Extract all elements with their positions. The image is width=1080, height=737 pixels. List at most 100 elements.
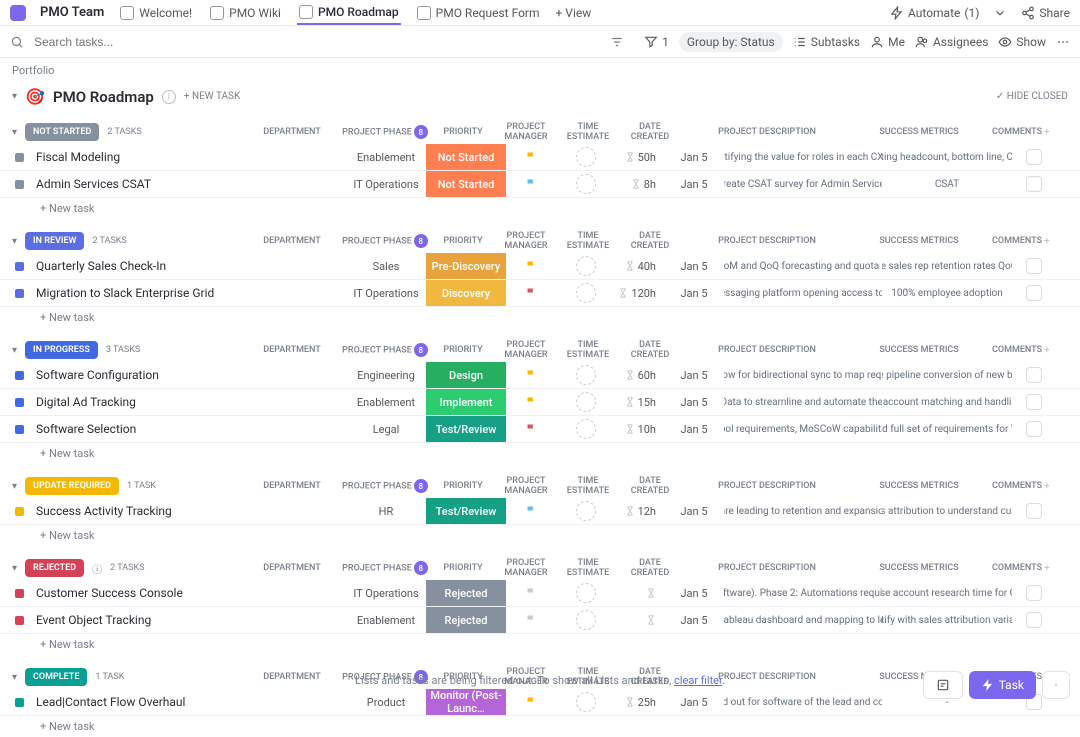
status-dot[interactable]	[15, 507, 24, 516]
task-name[interactable]: Success Activity Tracking	[30, 504, 346, 518]
comments-cell[interactable]	[1012, 416, 1056, 442]
column-header[interactable]: COMMENTS	[992, 563, 1036, 573]
priority-cell[interactable]	[506, 253, 556, 279]
comments-cell[interactable]	[1012, 580, 1056, 606]
task-name[interactable]: Software Selection	[30, 422, 346, 436]
float-apps-button[interactable]	[1042, 671, 1070, 699]
new-task-button[interactable]: + New task	[0, 443, 1080, 464]
task-row[interactable]: Event Object TrackingEnablementRejectedJ…	[0, 607, 1080, 634]
task-name[interactable]: Fiscal Modeling	[30, 150, 346, 164]
task-name[interactable]: Customer Success Console	[30, 586, 346, 600]
search-input[interactable]	[34, 35, 600, 49]
column-header[interactable]: TIME ESTIMATE	[564, 476, 612, 496]
column-header[interactable]: PROJECT PHASE8	[340, 234, 430, 248]
metrics-cell[interactable]: CSAT	[882, 171, 1012, 197]
estimate-cell[interactable]: 12h	[616, 498, 664, 524]
phase-cell[interactable]: Monitor (Post-Launc…	[426, 689, 506, 715]
task-name[interactable]: Software Configuration	[30, 368, 346, 382]
priority-cell[interactable]	[506, 362, 556, 388]
task-name[interactable]: Migration to Slack Enterprise Grid	[30, 286, 346, 300]
metrics-cell[interactable]: Success attribution to understand custom…	[882, 498, 1012, 524]
priority-cell[interactable]	[506, 689, 556, 715]
info-icon[interactable]: i	[162, 90, 176, 104]
task-row[interactable]: Software ConfigurationEngineeringDesign6…	[0, 362, 1080, 389]
task-name[interactable]: Quarterly Sales Check-In	[30, 259, 346, 273]
department-cell[interactable]: HR	[346, 498, 426, 524]
comments-cell[interactable]	[1012, 362, 1056, 388]
folder-collapse-toggle[interactable]: ▾	[12, 91, 17, 102]
department-cell[interactable]: Sales	[346, 253, 426, 279]
group-collapse-toggle[interactable]: ▾	[12, 127, 17, 138]
task-row[interactable]: Admin Services CSATIT OperationsNot Star…	[0, 171, 1080, 198]
folder-name[interactable]: PMO Roadmap	[53, 88, 154, 106]
phase-cell[interactable]: Pre-Discovery	[426, 253, 506, 279]
metrics-cell[interactable]: Increase sales rep retention rates QoQ a…	[882, 253, 1012, 279]
column-header[interactable]: COMMENTS	[992, 236, 1036, 246]
manager-cell[interactable]	[556, 498, 616, 524]
description-cell[interactable]: Implementation of Lean Data to streamlin…	[724, 389, 882, 415]
column-header[interactable]: DEPARTMENT	[252, 127, 332, 137]
description-cell[interactable]: Gather and finalize core system/tool req…	[724, 416, 882, 442]
manager-cell[interactable]	[556, 253, 616, 279]
phase-cell[interactable]: Not Started	[426, 144, 506, 170]
phase-cell[interactable]: Test/Review	[426, 498, 506, 524]
comments-cell[interactable]	[1012, 498, 1056, 524]
column-header[interactable]: DATE CREATED	[620, 340, 680, 360]
department-cell[interactable]: Engineering	[346, 362, 426, 388]
comments-cell[interactable]	[1012, 607, 1056, 633]
priority-cell[interactable]	[506, 144, 556, 170]
status-dot[interactable]	[15, 398, 24, 407]
subtasks-button[interactable]: Subtasks	[793, 35, 860, 49]
status-label[interactable]: UPDATE REQUIRED	[25, 477, 119, 495]
column-header[interactable]: PRIORITY	[438, 563, 488, 573]
column-header[interactable]: PROJECT MANAGER	[496, 231, 556, 251]
float-note-button[interactable]	[923, 671, 963, 699]
hide-closed-button[interactable]: ✓ HIDE CLOSED	[996, 91, 1068, 102]
priority-cell[interactable]	[506, 280, 556, 306]
column-header[interactable]: SUCCESS METRICS	[854, 127, 984, 137]
manager-cell[interactable]	[556, 280, 616, 306]
more-icon[interactable]	[1056, 35, 1070, 49]
phase-cell[interactable]: Discovery	[426, 280, 506, 306]
status-dot[interactable]	[15, 589, 24, 598]
column-header[interactable]: PROJECT PHASE8	[340, 125, 430, 139]
estimate-cell[interactable]: 8h	[616, 171, 664, 197]
priority-cell[interactable]	[506, 171, 556, 197]
group-collapse-toggle[interactable]: ▾	[12, 345, 17, 356]
status-label[interactable]: NOT STARTED	[25, 123, 99, 141]
add-column-button[interactable]: +	[1044, 481, 1068, 492]
metrics-cell[interactable]: Forcasting headcount, bottom line, CAC, …	[882, 144, 1012, 170]
chevron-down-icon[interactable]	[993, 6, 1007, 20]
column-header[interactable]: DEPARTMENT	[252, 481, 332, 491]
new-task-top-button[interactable]: + NEW TASK	[184, 91, 240, 102]
automate-button[interactable]: Automate (1)	[890, 6, 979, 20]
priority-cell[interactable]	[506, 389, 556, 415]
description-cell[interactable]: Continue build out for software of the l…	[724, 689, 882, 715]
priority-cell[interactable]	[506, 498, 556, 524]
column-header[interactable]: PROJECT MANAGER	[496, 340, 556, 360]
comments-cell[interactable]	[1012, 389, 1056, 415]
column-header[interactable]: PROJECT DESCRIPTION	[688, 236, 846, 246]
department-cell[interactable]: Product	[346, 689, 426, 715]
status-dot[interactable]	[15, 371, 24, 380]
column-header[interactable]: DEPARTMENT	[252, 563, 332, 573]
department-cell[interactable]: Enablement	[346, 607, 426, 633]
estimate-cell[interactable]: 10h	[616, 416, 664, 442]
description-cell[interactable]: ATL BTL tracking with Tableau dashboard …	[724, 607, 882, 633]
filter-button[interactable]: 1	[644, 35, 669, 49]
comments-cell[interactable]	[1012, 253, 1056, 279]
clear-filter-link[interactable]: clear filter	[674, 674, 722, 687]
group-collapse-toggle[interactable]: ▾	[12, 563, 17, 574]
estimate-cell[interactable]: 60h	[616, 362, 664, 388]
status-label[interactable]: REJECTED	[25, 559, 84, 577]
manager-cell[interactable]	[556, 607, 616, 633]
breadcrumb[interactable]: Portfolio	[0, 58, 1080, 83]
info-icon[interactable]: ⓘ	[92, 561, 102, 576]
column-header[interactable]: TIME ESTIMATE	[564, 231, 612, 251]
column-header[interactable]: SUCCESS METRICS	[854, 563, 984, 573]
status-dot[interactable]	[15, 425, 24, 434]
metrics-cell[interactable]: Decrease account research time for CSMs …	[882, 580, 1012, 606]
column-header[interactable]: SUCCESS METRICS	[854, 345, 984, 355]
column-header[interactable]: PROJECT MANAGER	[496, 122, 556, 142]
manager-cell[interactable]	[556, 689, 616, 715]
